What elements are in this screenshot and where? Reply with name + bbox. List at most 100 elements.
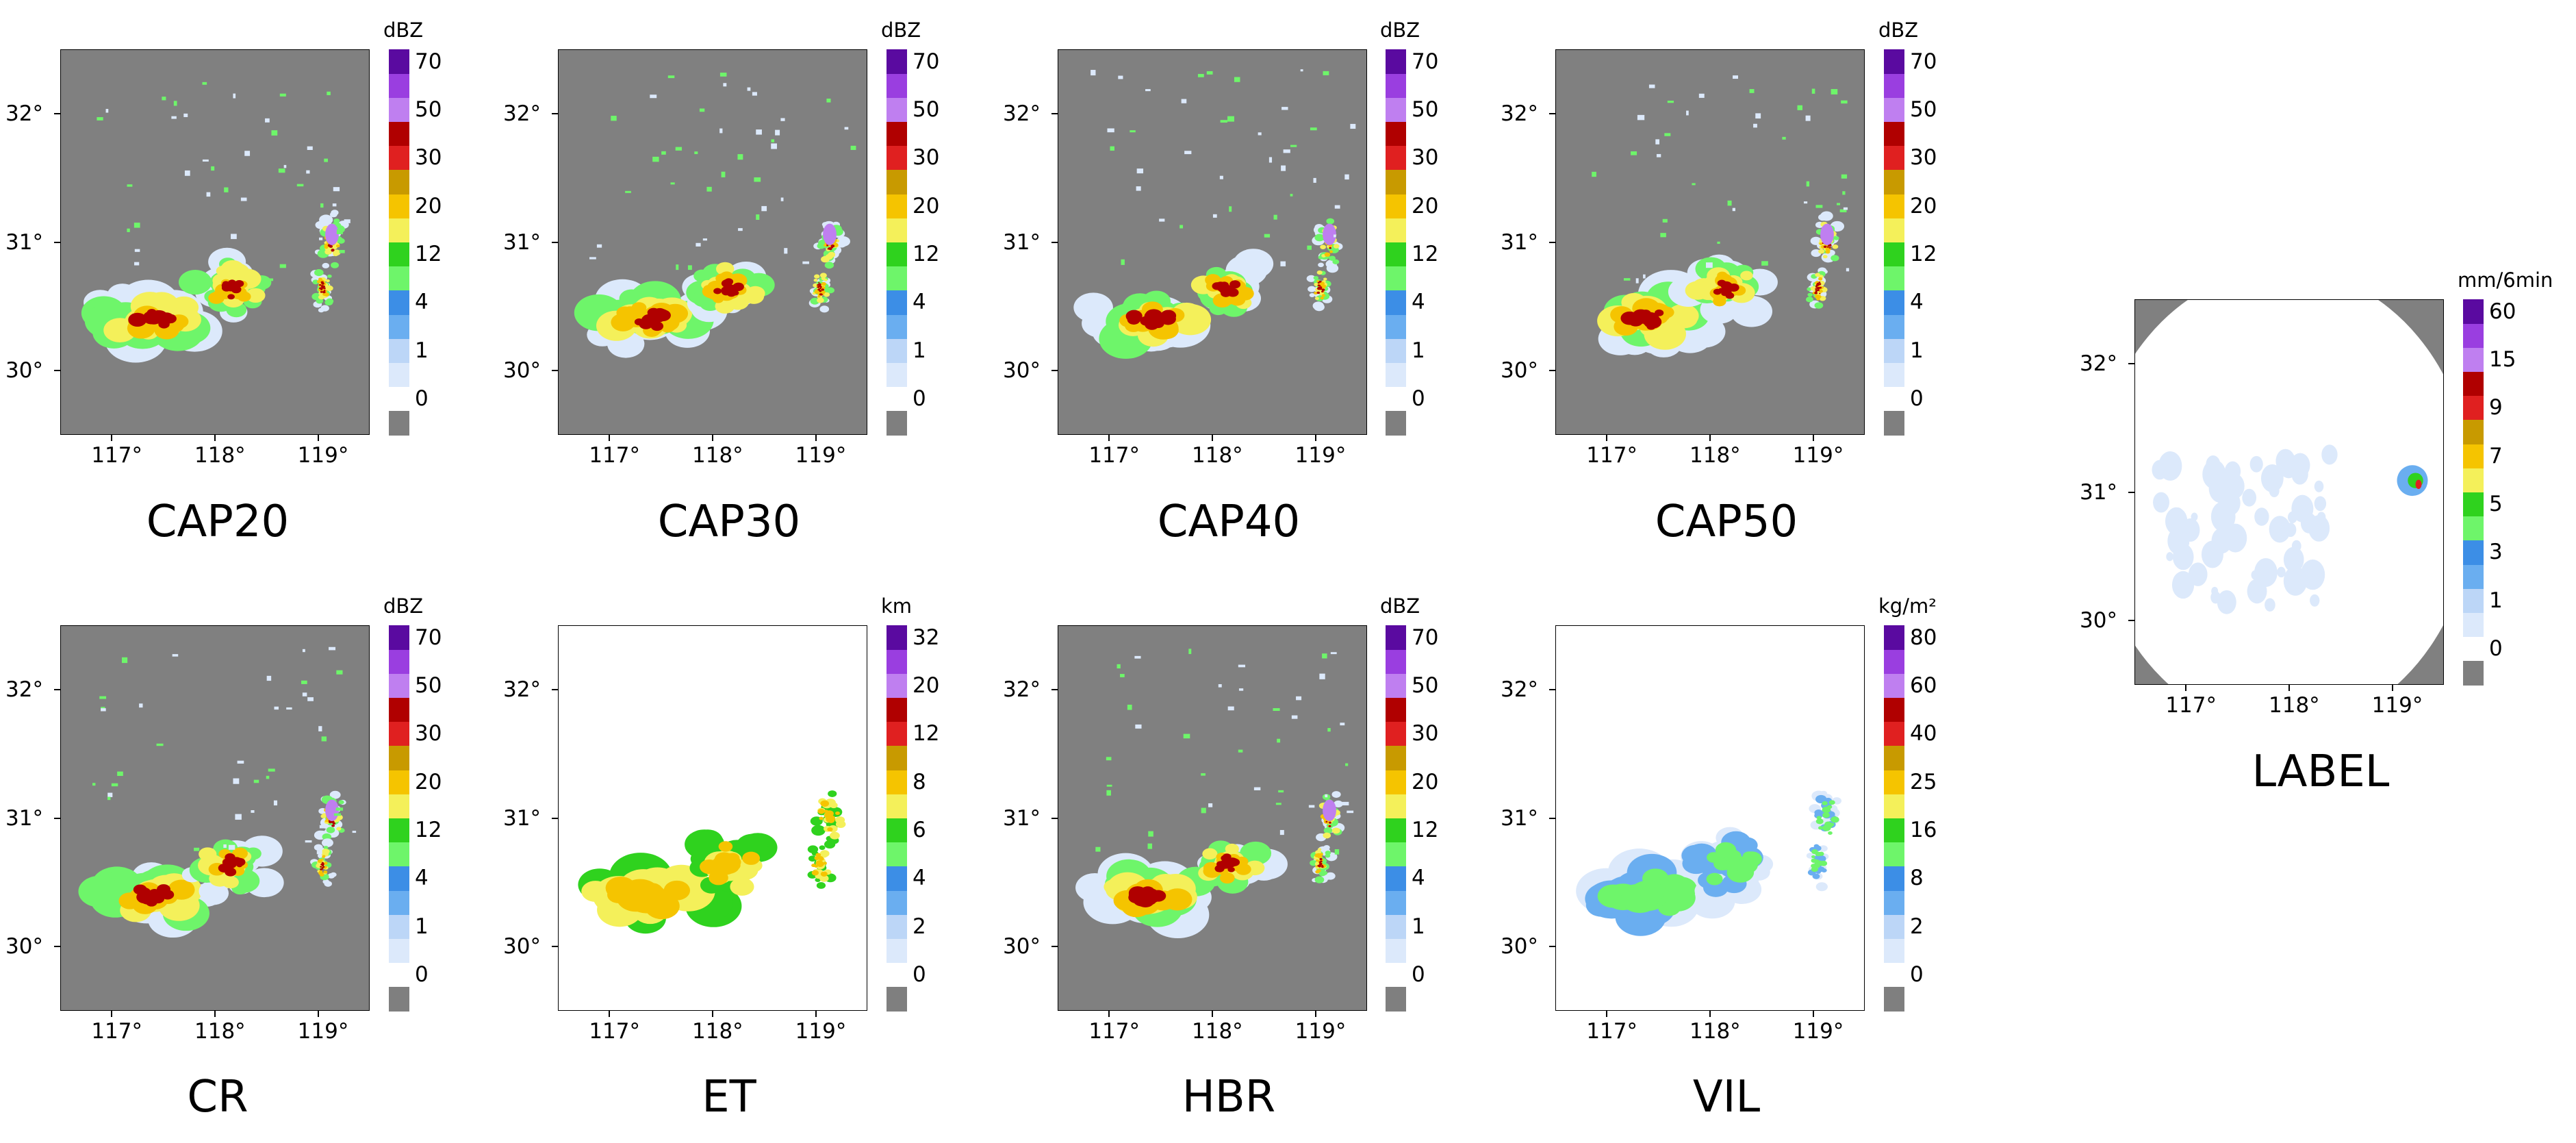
panel-cap50-colorbar-swatch <box>1884 218 1904 242</box>
speckle <box>1212 214 1217 218</box>
panel-vil-colorbar-label: 2 <box>1910 914 1924 939</box>
speckle <box>139 703 143 708</box>
panel-et-colorbar-swatch <box>887 721 907 746</box>
panel-cap30-xtick-label: 117° <box>589 443 640 468</box>
echo-cell <box>326 827 335 833</box>
panel-label-colorbar-swatch <box>2463 492 2484 517</box>
echo-cell <box>1728 284 1739 292</box>
panel-cr-colorbar-swatch <box>389 721 409 746</box>
speckle <box>1843 207 1848 210</box>
speckle <box>670 182 675 185</box>
echo-cell <box>1313 275 1319 280</box>
rain-cell <box>2251 570 2259 580</box>
panel-cap40-colorbar-swatch <box>1386 169 1406 194</box>
panel-hbr-colorbar-swatch <box>1386 745 1406 770</box>
echo-cell <box>322 290 326 294</box>
panel-cap50-colorbar-swatch <box>1884 290 1904 315</box>
echo-cell <box>1665 877 1697 901</box>
speckle <box>737 154 743 160</box>
panel-et-colorbar <box>887 625 907 1012</box>
panel-hbr-colorbar <box>1386 625 1406 1012</box>
panel-vil-colorbar-swatch <box>1884 697 1904 723</box>
panel-et-colorbar-swatch <box>887 866 907 891</box>
echo-cell <box>1822 255 1828 259</box>
rain-cell <box>2176 573 2186 586</box>
speckle <box>1159 218 1165 222</box>
panel-cap30-xtick <box>712 435 713 441</box>
echo-cell <box>1730 295 1773 327</box>
speckle <box>211 166 215 171</box>
panel-cap20-xtick <box>214 435 216 441</box>
echo-cell <box>327 274 332 278</box>
echo-cell <box>1236 286 1254 301</box>
echo-cell <box>726 853 740 864</box>
echo-cell <box>324 819 329 822</box>
panel-cap30-colorbar-swatch <box>887 169 907 194</box>
panel-cap50-xtick-label: 119° <box>1792 443 1844 468</box>
speckle <box>296 184 304 187</box>
speckle <box>307 697 314 701</box>
panel-et-colorbar-label: 6 <box>913 818 926 843</box>
rain-cell <box>2269 516 2291 543</box>
speckle <box>819 240 825 245</box>
panel-cap20-colorbar-label: 1 <box>415 338 429 363</box>
echo-cell <box>1815 286 1818 288</box>
panel-hbr-ytick-label: 31° <box>1003 805 1041 831</box>
echo-cell <box>1324 252 1331 257</box>
echo-cell <box>819 851 828 858</box>
panel-cr-xtick <box>214 1011 216 1017</box>
rain-cell <box>2181 518 2200 542</box>
speckle <box>1310 127 1317 131</box>
panel-cap20-colorbar-swatch <box>389 242 409 267</box>
panel-cap50-colorbar-swatch <box>1884 314 1904 339</box>
echo-cell <box>1822 806 1831 814</box>
speckle <box>318 726 322 731</box>
panel-vil-ytick-label: 32° <box>1501 677 1538 702</box>
panel-label-colorbar-swatch <box>2463 564 2484 589</box>
panel-cap30-colorbar-swatch <box>887 266 907 291</box>
echo-core <box>1820 223 1834 245</box>
panel-cr-xtick <box>317 1011 319 1017</box>
panel-hbr-map <box>1058 625 1367 1011</box>
panel-cap20-colorbar-swatch <box>389 121 409 147</box>
panel-cap40-colorbar-swatch <box>1386 145 1406 171</box>
speckle <box>1797 105 1803 110</box>
speckle <box>738 228 743 231</box>
panel-cap20-colorbar-swatch <box>389 266 409 291</box>
speckle <box>1229 206 1232 212</box>
speckle <box>780 197 784 201</box>
speckle <box>1296 696 1302 701</box>
panel-et-ytick-label: 31° <box>503 805 541 831</box>
speckle <box>279 93 286 97</box>
echo-cell <box>1309 292 1315 297</box>
speckle <box>1110 146 1115 151</box>
echo-cell <box>1655 309 1664 316</box>
echo-cell <box>824 262 834 269</box>
speckle <box>1334 234 1336 238</box>
panel-cr-colorbar-label: 50 <box>415 673 442 698</box>
speckle <box>1637 114 1645 121</box>
panel-et-colorbar-swatch <box>887 673 907 699</box>
speckle <box>1283 149 1290 153</box>
panel-cap30-colorbar-label: 70 <box>913 49 940 74</box>
echo-cell <box>1818 249 1825 254</box>
panel-vil-colorbar <box>1884 625 1904 1012</box>
echo-cell <box>1075 872 1114 903</box>
panel-cap40-colorbar-swatch <box>1386 218 1406 242</box>
echo-cell <box>1820 292 1826 297</box>
panel-cap30-colorbar-swatch <box>887 242 907 267</box>
panel-cap40-colorbar-swatch <box>1386 386 1406 412</box>
echo-cell <box>1160 313 1176 325</box>
echo-cell <box>320 291 323 293</box>
panel-cap50-colorbar-swatch <box>1884 362 1904 388</box>
panel-cap50-colorbar-swatch <box>1884 266 1904 291</box>
panel-cap20-xtick-label: 119° <box>297 443 349 468</box>
speckle <box>1655 139 1660 145</box>
echo-cell <box>1814 809 1823 816</box>
echo-cell <box>1316 280 1320 283</box>
echo-cell <box>730 877 754 896</box>
panel-cr-colorbar-swatch <box>389 649 409 674</box>
panel-cr-colorbar-swatch <box>389 962 409 988</box>
speckle <box>1201 773 1206 776</box>
panel-cap30-colorbar-swatch <box>887 386 907 412</box>
